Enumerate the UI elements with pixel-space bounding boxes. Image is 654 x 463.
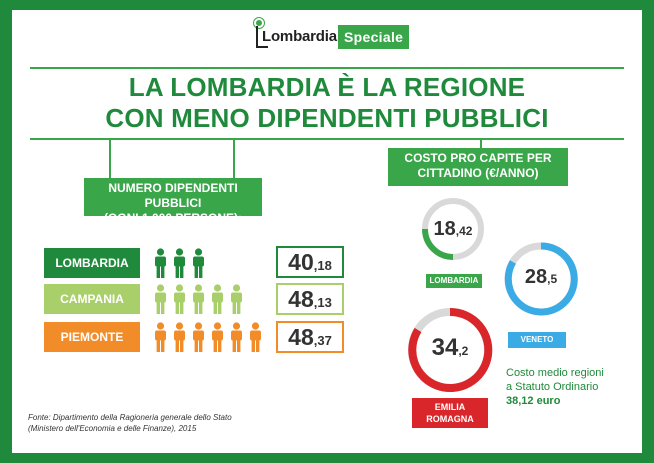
cost-header-line-2: CITTADINO (€/ANNO) xyxy=(417,166,539,180)
people-row-lombardia xyxy=(154,248,211,278)
page-title: LA LOMBARDIA È LA REGIONE CON MENO DIPEN… xyxy=(40,72,614,134)
value-dec: ,18 xyxy=(313,258,332,273)
value-int: 40 xyxy=(288,249,314,275)
note-line-1: Costo medio regioni xyxy=(506,367,604,379)
ring-arc xyxy=(408,307,493,392)
label-line-1: EMILIA xyxy=(434,402,466,412)
cost-int: 34 xyxy=(431,334,459,361)
cost-int: 28 xyxy=(524,266,548,288)
logo-bracket-icon xyxy=(256,26,268,48)
title-top-rule xyxy=(30,67,624,69)
employees-header-line-1: NUMERO DIPENDENTI PUBBLICI xyxy=(108,181,238,210)
cost-int: 18 xyxy=(433,218,456,240)
person-icon xyxy=(231,322,242,352)
ring-veneto xyxy=(504,242,578,316)
person-icon xyxy=(155,248,166,278)
source-line-1: Fonte: Dipartimento della Ragioneria gen… xyxy=(28,413,232,422)
person-icon xyxy=(174,248,185,278)
ring-arc xyxy=(422,228,454,260)
value-int: 48 xyxy=(288,286,314,312)
cost-value-veneto: 28,5 xyxy=(502,266,580,289)
person-icon xyxy=(155,322,166,352)
cost-header: COSTO PRO CAPITE PER CITTADINO (€/ANNO) xyxy=(388,148,568,186)
row-label-lombardia: LOMBARDIA xyxy=(44,248,140,278)
employees-header: NUMERO DIPENDENTI PUBBLICI (OGNI 1.000 P… xyxy=(84,178,262,225)
value-int: 48 xyxy=(288,324,314,350)
title-line-2: CON MENO DIPENDENTI PUBBLICI xyxy=(105,103,549,133)
title-bottom-rule xyxy=(30,138,624,140)
person-icon xyxy=(174,284,185,314)
note-line-3: 38,12 euro xyxy=(506,395,561,407)
connector-left xyxy=(109,140,111,178)
value-dec: ,13 xyxy=(313,295,332,310)
ring-emilia-romagna xyxy=(408,307,493,392)
title-line-1: LA LOMBARDIA È LA REGIONE xyxy=(128,72,526,102)
value-campania: 48,13 xyxy=(276,283,344,315)
connector-mid xyxy=(233,140,235,178)
employees-header-line-2: (OGNI 1.000 PERSONE): xyxy=(103,211,243,225)
note-line-2: a Statuto Ordinario xyxy=(506,381,599,393)
cost-label-lombardia: LOMBARDIA xyxy=(426,274,482,288)
person-icon xyxy=(231,284,242,314)
label-line-2: ROMAGNA xyxy=(426,414,474,424)
infographic-frame xyxy=(12,10,642,453)
value-dec: ,37 xyxy=(313,333,332,348)
people-row-piemonte xyxy=(154,322,268,352)
value-piemonte: 48,37 xyxy=(276,321,344,353)
brand-tag: Speciale xyxy=(338,25,410,49)
person-icon xyxy=(174,322,185,352)
source-line-2: (Ministero dell'Economia e delle Finanze… xyxy=(28,424,197,433)
cost-dec: ,42 xyxy=(455,224,473,238)
person-icon xyxy=(250,322,261,352)
cost-value-lombardia: 18,42 xyxy=(420,218,486,241)
person-icon xyxy=(212,322,223,352)
brand-name: Lombardia xyxy=(262,28,337,45)
cost-label-veneto: VENETO xyxy=(508,332,566,348)
ring-lombardia xyxy=(422,198,484,260)
person-icon xyxy=(193,284,204,314)
value-lombardia: 40,18 xyxy=(276,246,344,278)
cost-value-emilia-romagna: 34,2 xyxy=(406,334,494,362)
person-icon xyxy=(155,284,166,314)
ring-arc xyxy=(504,242,578,316)
connector-right xyxy=(480,140,482,150)
person-icon xyxy=(212,284,223,314)
people-row-campania xyxy=(154,284,249,314)
brand-logo: Lombardia Speciale xyxy=(254,18,410,50)
cost-dec: ,5 xyxy=(547,272,558,286)
row-label-campania: CAMPANIA xyxy=(44,284,140,314)
cost-header-line-1: COSTO PRO CAPITE PER xyxy=(404,151,552,165)
row-label-piemonte: PIEMONTE xyxy=(44,322,140,352)
logo-dot-icon xyxy=(254,18,264,28)
cost-dec: ,2 xyxy=(458,344,469,358)
cost-label-emilia-romagna: EMILIA ROMAGNA xyxy=(412,398,488,428)
person-icon xyxy=(193,322,204,352)
average-cost-note: Costo medio regioni a Statuto Ordinario … xyxy=(506,366,618,408)
source-citation: Fonte: Dipartimento della Ragioneria gen… xyxy=(28,412,328,434)
person-icon xyxy=(193,248,204,278)
